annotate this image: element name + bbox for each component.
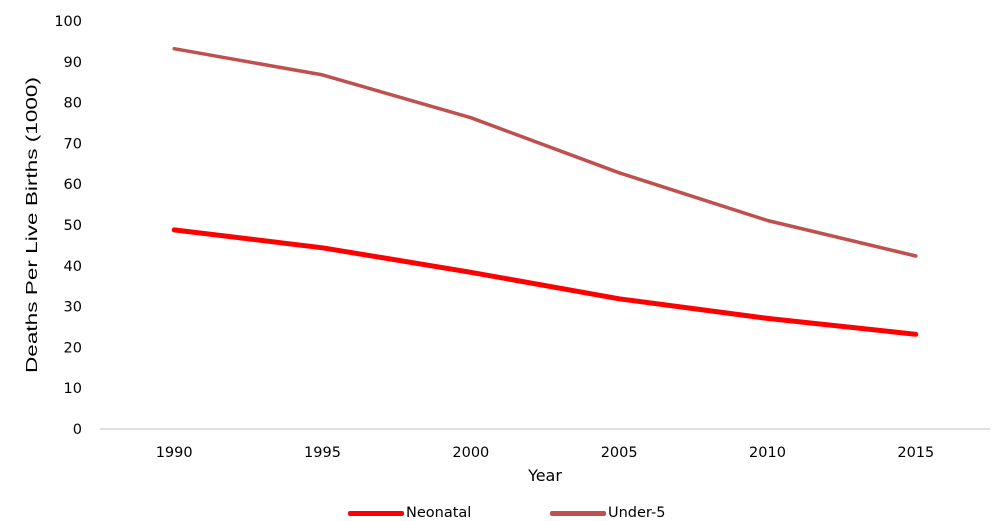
x-tick-label: 1990 xyxy=(156,445,193,461)
data-point xyxy=(618,298,620,300)
y-tick-label: 100 xyxy=(54,14,82,30)
legend: Neonatal Under-5 xyxy=(0,505,992,521)
data-point xyxy=(322,247,323,249)
y-tick-label: 10 xyxy=(64,381,82,397)
y-axis-title: Deaths Per Live Births (1000) xyxy=(24,77,41,373)
legend-item-neonatal: Neonatal xyxy=(348,505,471,521)
series-line-neonatal xyxy=(171,227,919,337)
x-axis-ticks: 1990 1995 2000 2005 2010 2015 xyxy=(156,445,935,461)
data-point xyxy=(470,117,472,119)
data-point xyxy=(173,229,175,231)
x-tick-label: 2005 xyxy=(601,445,638,461)
data-point xyxy=(618,172,620,174)
legend-swatch-under-5 xyxy=(550,510,606,516)
y-tick-label: 70 xyxy=(64,136,82,152)
y-tick-label: 30 xyxy=(64,300,82,316)
y-tick-label: 60 xyxy=(64,177,82,193)
data-point xyxy=(322,74,323,76)
x-tick-label: 2010 xyxy=(749,445,786,461)
legend-swatch-neonatal xyxy=(348,510,404,516)
data-point xyxy=(173,48,175,50)
y-tick-label: 20 xyxy=(64,340,82,356)
y-tick-label: 0 xyxy=(73,422,82,438)
data-point xyxy=(767,220,768,222)
data-point xyxy=(915,255,917,257)
y-axis-ticks: 0 10 20 30 40 50 60 70 80 90 100 xyxy=(54,14,82,438)
y-tick-label: 40 xyxy=(64,259,82,275)
legend-label-under-5: Under-5 xyxy=(608,505,666,521)
series-lines xyxy=(171,46,919,337)
y-tick-label: 90 xyxy=(64,55,82,71)
x-tick-label: 1995 xyxy=(304,445,341,461)
x-axis-title: Year xyxy=(527,466,562,485)
line-chart: 0 10 20 30 40 50 60 70 80 90 100 1990 1995 2000 2005 2… xyxy=(24,14,990,485)
data-point xyxy=(470,271,472,273)
y-tick-label: 80 xyxy=(64,96,82,112)
data-point xyxy=(915,333,917,335)
legend-label-neonatal: Neonatal xyxy=(406,505,472,521)
y-tick-label: 50 xyxy=(64,218,82,234)
legend-item-under-5: Under-5 xyxy=(550,505,665,521)
x-tick-label: 2000 xyxy=(452,445,489,461)
data-point xyxy=(767,317,768,319)
series-line-under-5 xyxy=(172,46,918,258)
x-tick-label: 2015 xyxy=(897,445,934,461)
